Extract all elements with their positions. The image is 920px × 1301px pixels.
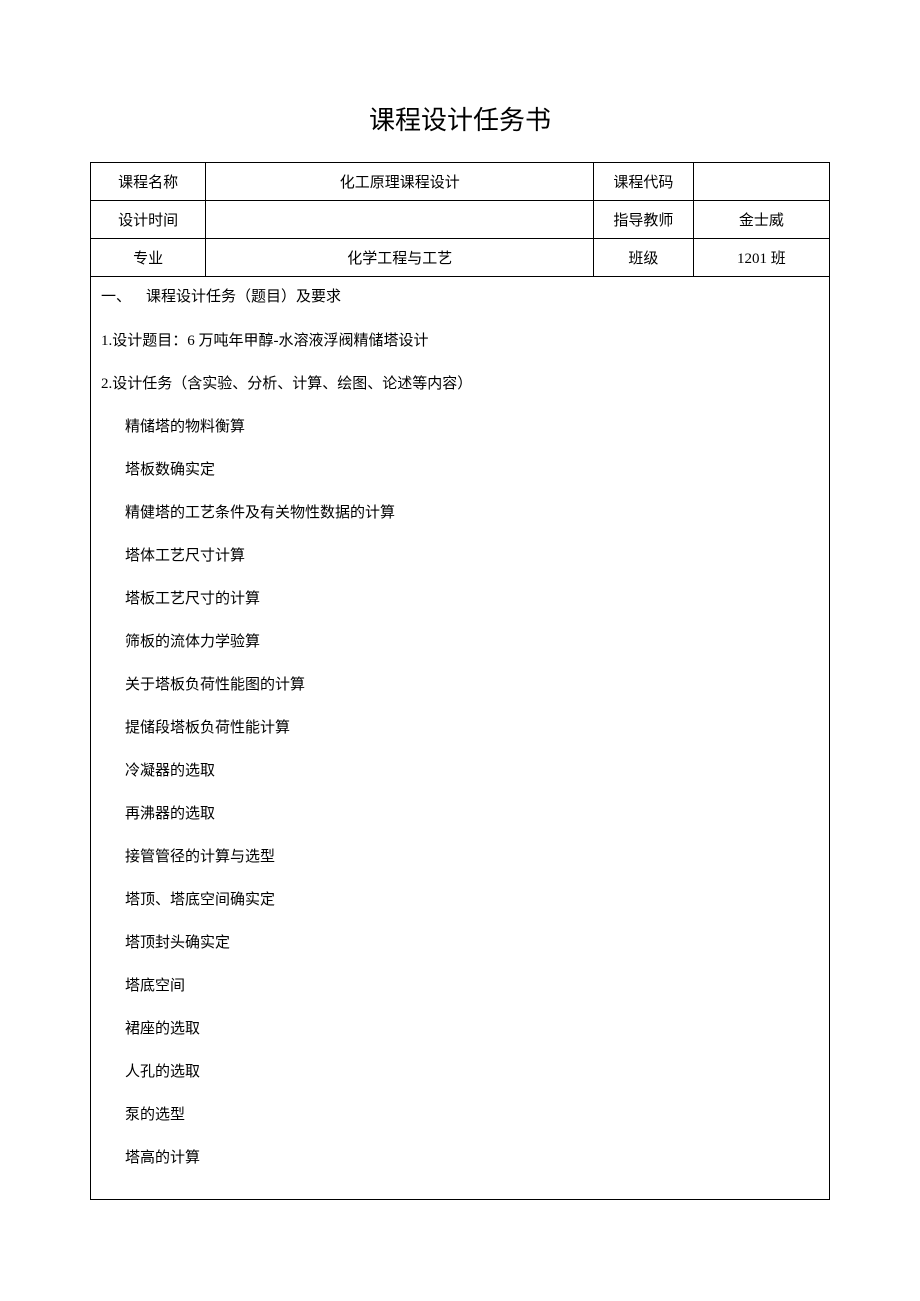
course-name-label: 课程名称	[91, 163, 206, 201]
task-item: 人孔的选取	[97, 1062, 823, 1083]
table-row: 一、 课程设计任务（题目）及要求 1.设计题目：6 万吨年甲醇-水溶液浮阀精储塔…	[91, 277, 830, 1200]
task-item: 筛板的流体力学验算	[97, 632, 823, 653]
task-item: 裙座的选取	[97, 1019, 823, 1040]
design-task-intro: 2.设计任务（含实验、分析、计算、绘图、论述等内容）	[97, 374, 823, 395]
course-code-label: 课程代码	[594, 163, 694, 201]
task-item: 冷凝器的选取	[97, 761, 823, 782]
task-item: 塔顶、塔底空间确实定	[97, 890, 823, 911]
task-item: 泵的选型	[97, 1105, 823, 1126]
table-row: 专业 化学工程与工艺 班级 1201 班	[91, 239, 830, 277]
major-value: 化学工程与工艺	[206, 239, 594, 277]
task-item: 接管管径的计算与选型	[97, 847, 823, 868]
section-title-text: 课程设计任务（题目）及要求	[146, 289, 341, 305]
content-cell: 一、 课程设计任务（题目）及要求 1.设计题目：6 万吨年甲醇-水溶液浮阀精储塔…	[91, 277, 830, 1200]
task-item: 塔体工艺尺寸计算	[97, 546, 823, 567]
class-value: 1201 班	[693, 239, 829, 277]
task-item: 塔板数确实定	[97, 460, 823, 481]
task-item: 再沸器的选取	[97, 804, 823, 825]
course-code-value	[693, 163, 829, 201]
task-item: 精储塔的物料衡算	[97, 417, 823, 438]
class-label: 班级	[594, 239, 694, 277]
task-item: 塔板工艺尺寸的计算	[97, 589, 823, 610]
section-number: 一、	[101, 289, 131, 305]
table-row: 课程名称 化工原理课程设计 课程代码	[91, 163, 830, 201]
task-item: 塔顶封头确实定	[97, 933, 823, 954]
design-time-value	[206, 201, 594, 239]
table-row: 设计时间 指导教师 金士威	[91, 201, 830, 239]
task-list: 精储塔的物料衡算塔板数确实定精健塔的工艺条件及有关物性数据的计算塔体工艺尺寸计算…	[97, 417, 823, 1169]
task-item: 提储段塔板负荷性能计算	[97, 718, 823, 739]
task-item: 精健塔的工艺条件及有关物性数据的计算	[97, 503, 823, 524]
task-item: 塔高的计算	[97, 1148, 823, 1169]
section-heading: 一、 课程设计任务（题目）及要求	[97, 285, 823, 306]
instructor-label: 指导教师	[594, 201, 694, 239]
page-title: 课程设计任务书	[90, 100, 830, 137]
instructor-value: 金士威	[693, 201, 829, 239]
design-time-label: 设计时间	[91, 201, 206, 239]
course-name-value: 化工原理课程设计	[206, 163, 594, 201]
assignment-table: 课程名称 化工原理课程设计 课程代码 设计时间 指导教师 金士威 专业 化学工程…	[90, 162, 830, 1200]
design-topic: 1.设计题目：6 万吨年甲醇-水溶液浮阀精储塔设计	[97, 331, 823, 352]
task-item: 塔底空间	[97, 976, 823, 997]
task-item: 关于塔板负荷性能图的计算	[97, 675, 823, 696]
major-label: 专业	[91, 239, 206, 277]
